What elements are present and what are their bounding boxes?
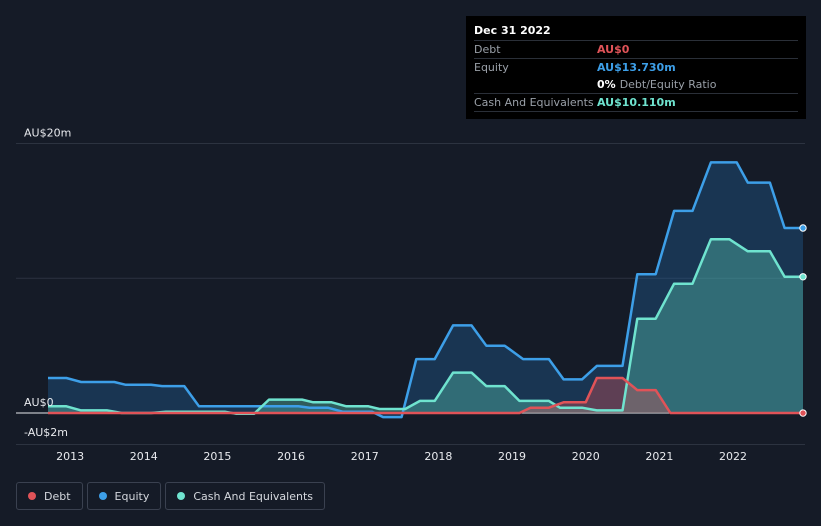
equity-area [48,162,803,418]
legend-dot-equity [98,492,107,500]
data-tooltip: Dec 31 2022 Debt AU$0 Equity AU$13.730m … [466,16,806,119]
tooltip-row-debt: Debt AU$0 [474,40,798,58]
x-tick-label: 2017 [351,450,379,463]
debt-area [48,378,803,414]
equity-end-marker [799,224,807,232]
legend-item-debt[interactable]: Debt [16,482,83,510]
tooltip-row-cash: Cash And Equivalents AU$10.110m [474,93,798,112]
legend-item-cash[interactable]: Cash And Equivalents [165,482,325,510]
tooltip-ratio-caption: Debt/Equity Ratio [619,78,717,91]
chart-legend: Debt Equity Cash And Equivalents [16,482,325,510]
debt-end-marker [799,409,807,417]
series-end-markers [799,224,807,417]
legend-label-equity: Equity [114,489,150,503]
legend-dot-debt [28,492,36,500]
y-axis-labels: AU$20m AU$0 -AU$2m [24,127,71,440]
tooltip-equity-label: Equity [474,61,509,74]
tooltip-equity-value: AU$13.730m [597,61,676,74]
x-axis-labels: 2013 2014 2015 2016 2017 2018 2019 2020 2021 2022 [56,450,747,463]
legend-dot-cash [177,492,186,500]
y-tick-label: AU$20m [24,127,71,140]
tooltip-ratio-value: 0% [597,78,616,91]
tooltip-debt-label: Debt [474,43,501,56]
equity-line [48,161,803,419]
legend-label-cash: Cash And Equivalents [193,489,313,503]
x-tick-label: 2014 [130,450,158,463]
series-lines [48,161,803,419]
x-tick-label: 2022 [719,450,747,463]
x-tick-label: 2016 [277,450,305,463]
y-tick-label: -AU$2m [24,426,68,439]
tooltip-row-equity: Equity AU$13.730m [474,58,798,76]
cash-and-equivalents-area [48,239,803,414]
legend-item-equity[interactable]: Equity [86,482,162,510]
x-tick-label: 2015 [203,450,231,463]
legend-label-debt: Debt [44,489,71,503]
tooltip-debt-value: AU$0 [597,43,630,56]
x-axis-line [16,444,805,445]
tooltip-cash-value: AU$10.110m [597,96,676,109]
x-tick-label: 2020 [572,450,600,463]
x-tick-label: 2018 [424,450,452,463]
cash-and-equivalents-line [48,237,803,415]
y-tick-label: AU$0 [24,396,54,409]
tooltip-row-ratio: 0% Debt/Equity Ratio [474,76,798,93]
tooltip-date: Dec 31 2022 [474,24,551,37]
tooltip-cash-label: Cash And Equivalents [474,96,594,109]
x-tick-label: 2021 [645,450,673,463]
x-tick-label: 2013 [56,450,84,463]
cash-and-equivalents-end-marker [799,273,807,281]
series-areas [48,162,803,418]
debt-line [48,376,803,415]
x-tick-label: 2019 [498,450,526,463]
